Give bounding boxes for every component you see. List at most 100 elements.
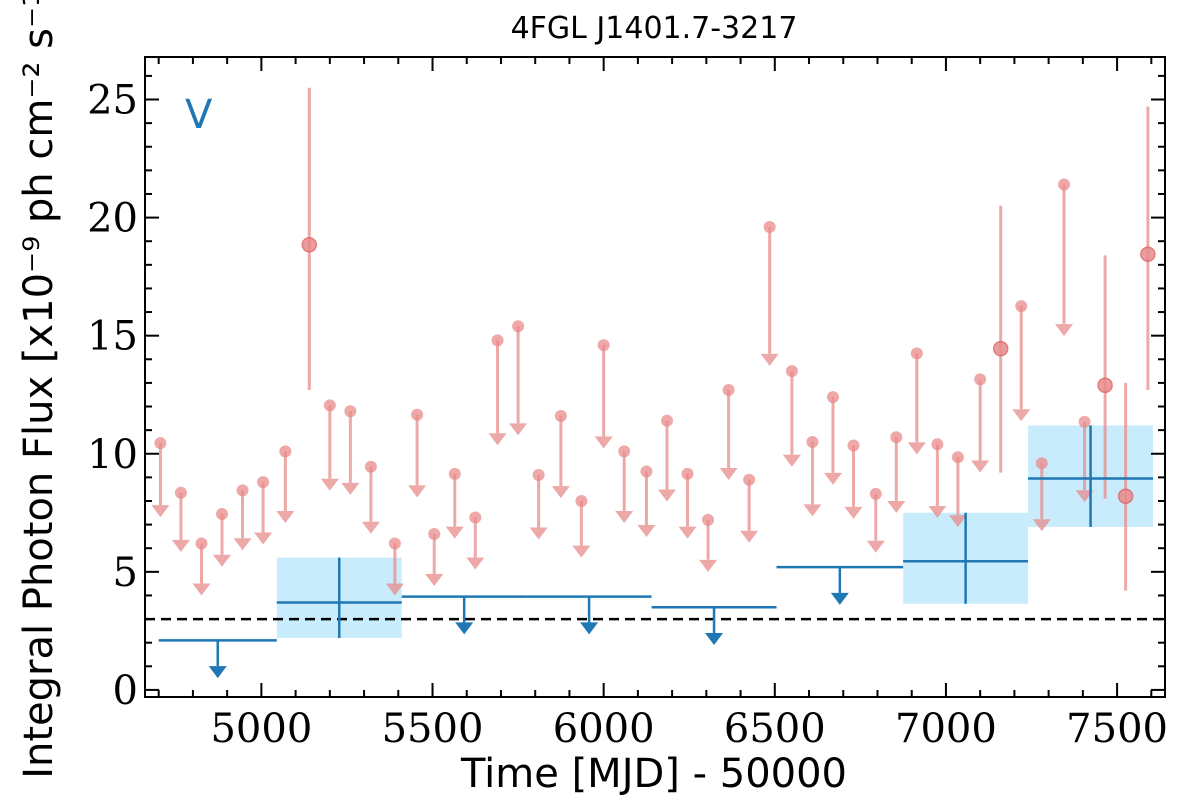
short-bin-upper-limit-8-head xyxy=(320,478,339,491)
short-bin-upper-limit-30 xyxy=(782,371,801,467)
short-bin-limit-marker-38 xyxy=(951,451,964,464)
x-tick-label: 7000 xyxy=(895,706,997,752)
short-bin-limit-marker-41 xyxy=(1015,300,1028,313)
short-bin-upper-limit-20 xyxy=(572,500,591,558)
short-bin-upper-limit-35 xyxy=(887,437,906,514)
short-bin-upper-limit-32 xyxy=(823,397,842,485)
short-bin-limit-marker-15 xyxy=(469,511,482,524)
short-bin-limit-marker-9 xyxy=(344,405,357,418)
chart-title: 4FGL J1401.7-3217 xyxy=(511,11,798,46)
short-bin-limit-marker-29 xyxy=(763,221,776,234)
chart-annotation: V xyxy=(185,92,213,138)
short-bin-upper-limit-44-head xyxy=(1075,490,1094,503)
short-bin-upper-limit-5 xyxy=(254,482,273,545)
short-bin-limit-marker-2 xyxy=(195,537,208,550)
short-bin-upper-limit-39 xyxy=(971,379,990,473)
short-bin-upper-limit-9-head xyxy=(341,482,360,495)
long-bin-upper-limit-0 xyxy=(208,640,227,679)
short-bin-limit-marker-39 xyxy=(974,373,987,386)
short-bin-limit-marker-30 xyxy=(785,365,798,378)
short-bin-limit-marker-28 xyxy=(743,473,756,486)
short-bin-limit-marker-3 xyxy=(216,507,229,520)
short-bin-upper-limit-39-head xyxy=(971,460,990,473)
y-axis-label: Integral Photon Flux [x10⁻⁹ ph cm⁻² s⁻¹] xyxy=(16,0,62,779)
short-bin-upper-limit-19-head xyxy=(551,486,570,499)
short-bin-limit-marker-34 xyxy=(869,487,882,500)
long-bin-upper-limit-0-head xyxy=(208,666,227,679)
long-bin-upper-limit-3-head xyxy=(580,622,599,635)
short-bin-upper-limit-31 xyxy=(803,441,822,517)
short-bin-upper-limit-15 xyxy=(466,517,485,570)
short-bin-limit-marker-0 xyxy=(154,437,167,450)
x-tick-label: 6000 xyxy=(553,706,655,752)
short-bin-upper-limit-9 xyxy=(341,411,360,495)
short-bin-upper-limit-32-head xyxy=(823,472,842,485)
short-bin-limit-marker-16 xyxy=(491,334,504,347)
short-bin-upper-limit-4-head xyxy=(233,538,252,551)
short-bin-upper-limit-2 xyxy=(192,543,211,596)
short-bin-upper-limit-16 xyxy=(488,340,507,446)
short-bin-limit-marker-31 xyxy=(806,435,819,448)
short-bin-limit-marker-35 xyxy=(890,431,903,444)
long-bin-upper-limit-4-head xyxy=(705,633,724,646)
short-bin-upper-limit-42 xyxy=(1032,463,1051,532)
short-bin-upper-limit-33-head xyxy=(844,506,863,519)
short-bin-upper-limit-17 xyxy=(509,326,528,436)
y-tick-label: 0 xyxy=(113,668,138,714)
short-bin-upper-limit-36-head xyxy=(907,442,926,455)
short-bin-upper-limit-11 xyxy=(385,543,404,596)
short-bin-limit-marker-25 xyxy=(681,467,694,480)
short-bin-upper-limit-19 xyxy=(551,415,570,499)
short-bin-limit-marker-11 xyxy=(388,537,401,550)
plot-area xyxy=(145,87,1165,679)
short-bin-upper-limit-24-head xyxy=(657,489,676,502)
short-bin-upper-limit-27 xyxy=(719,389,738,480)
short-bin-upper-limit-12-head xyxy=(408,485,427,498)
x-tick-label: 7500 xyxy=(1066,706,1168,752)
short-bin-upper-limit-23 xyxy=(637,471,656,537)
short-bin-limit-marker-27 xyxy=(722,383,735,396)
short-bin-upper-limit-2-head xyxy=(192,583,211,596)
short-bin-upper-limit-14 xyxy=(445,473,464,539)
short-bin-upper-limit-29-head xyxy=(760,353,779,366)
short-bin-limit-marker-8 xyxy=(323,399,336,412)
short-bin-upper-limit-3-head xyxy=(213,554,232,567)
y-tick-label: 25 xyxy=(87,78,138,124)
short-bin-limit-marker-5 xyxy=(257,476,270,489)
long-bin-upper-limit-2-head xyxy=(455,622,474,635)
short-bin-limit-marker-26 xyxy=(702,513,715,526)
short-bin-limit-marker-22 xyxy=(618,445,631,458)
short-bin-upper-limit-26-head xyxy=(699,559,718,572)
short-bin-limit-marker-18 xyxy=(532,469,545,482)
short-bin-point-7 xyxy=(301,236,318,253)
short-bin-limit-marker-1 xyxy=(174,486,187,499)
short-bin-upper-limit-22 xyxy=(615,451,634,523)
short-bin-limit-marker-23 xyxy=(640,465,653,478)
short-bin-upper-limit-28-head xyxy=(740,530,759,543)
y-tick-label: 15 xyxy=(87,314,138,360)
short-bin-upper-limit-3 xyxy=(213,513,232,567)
short-bin-limit-marker-37 xyxy=(931,438,944,451)
long-bin-upper-limit-4 xyxy=(705,607,724,646)
short-bin-upper-limit-17-head xyxy=(509,423,528,436)
y-tick-label: 10 xyxy=(87,432,138,478)
short-bin-upper-limit-27-head xyxy=(719,467,738,480)
short-bin-upper-limit-42-head xyxy=(1032,519,1051,532)
short-bin-limit-marker-14 xyxy=(448,467,461,480)
short-bin-limit-marker-32 xyxy=(826,391,839,404)
short-bin-limit-marker-44 xyxy=(1078,415,1091,428)
short-bin-point-40 xyxy=(992,340,1009,357)
short-bin-limit-marker-36 xyxy=(910,347,923,360)
short-bin-upper-limit-31-head xyxy=(803,504,822,517)
short-bin-upper-limit-12 xyxy=(408,414,427,498)
short-bin-upper-limit-10-head xyxy=(361,521,380,534)
short-bin-upper-limit-41 xyxy=(1012,306,1031,422)
short-bin-upper-limit-33 xyxy=(844,445,863,519)
y-tick-label: 20 xyxy=(87,196,138,242)
short-bin-point-46 xyxy=(1117,488,1134,505)
short-bin-upper-limit-18-head xyxy=(529,527,548,540)
x-tick-label: 5500 xyxy=(382,706,484,752)
axis-ticks: 5000 5500 6000 6500 7000 7500 0 5 10 15 20 25 xyxy=(87,57,1168,752)
short-bin-upper-limit-34 xyxy=(866,493,885,553)
